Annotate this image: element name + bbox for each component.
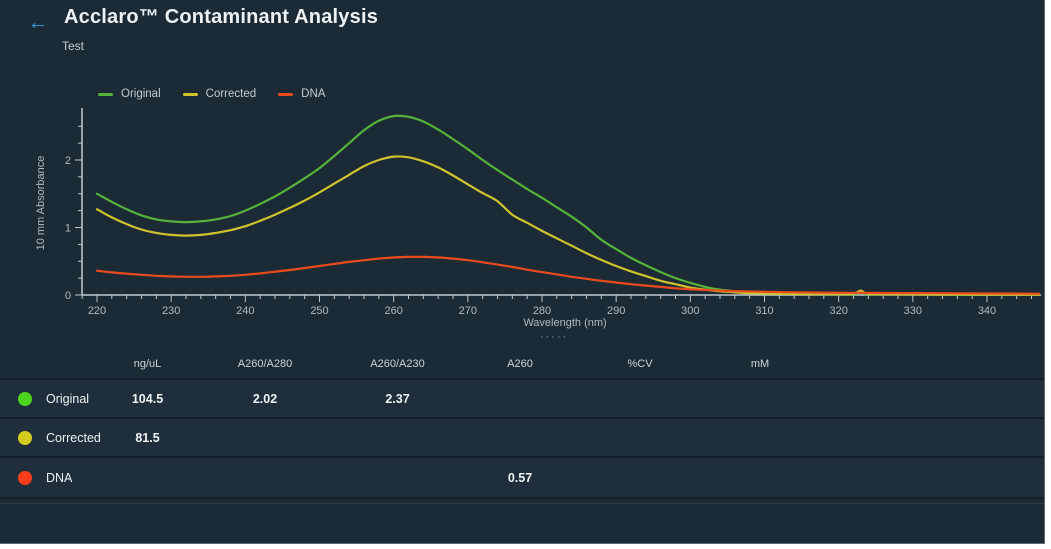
table-row-corrected[interactable]: Corrected 81.5: [0, 417, 1044, 456]
svg-text:280: 280: [533, 305, 551, 317]
absorbance-chart[interactable]: 220 230 240 250 260 270 280 290 300 310 320 330 340 0…: [0, 58, 1044, 350]
legend-swatch-icon: [182, 92, 198, 96]
svg-text:1: 1: [65, 223, 71, 235]
svg-text:320: 320: [829, 305, 847, 317]
y-axis-label: 10 mm Absorbance: [35, 156, 47, 251]
curve-corrected: [95, 155, 1040, 296]
legend-item-corrected: Corrected: [182, 88, 257, 100]
svg-text:290: 290: [607, 305, 625, 317]
legend-swatch-icon: [98, 92, 113, 96]
series-color-dot-icon: [18, 470, 32, 485]
chart-resize-handle-icon[interactable]: ·····: [539, 331, 569, 343]
table-row-original[interactable]: Original 104.5 2.02 2.37: [0, 378, 1044, 417]
legend-label: Original: [121, 88, 161, 100]
svg-text:0: 0: [65, 290, 71, 302]
column-header: mM: [750, 358, 770, 370]
svg-text:310: 310: [755, 305, 773, 317]
svg-text:230: 230: [162, 305, 180, 317]
column-header: A260/A230: [370, 358, 425, 370]
page-title: Acclaro™ Contaminant Analysis: [64, 6, 379, 28]
svg-text:2: 2: [65, 155, 71, 167]
value-cell: 2.02: [252, 391, 278, 406]
row-label: DNA: [46, 470, 73, 485]
column-header: ng/uL: [133, 358, 162, 370]
absorbance-chart-svg[interactable]: 220 230 240 250 260 270 280 290 300 310 320 330 340 0…: [0, 58, 1044, 350]
x-axis-label: Wavelength (nm): [523, 317, 606, 329]
value-cell: 0.57: [507, 470, 533, 485]
value-cell: 104.5: [131, 391, 164, 406]
table-row-dna[interactable]: DNA 0.57: [0, 456, 1044, 499]
svg-text:240: 240: [236, 305, 254, 317]
chart-legend: Original Corrected DNA: [98, 88, 325, 100]
row-label: Original: [46, 391, 90, 406]
legend-item-dna: DNA: [278, 88, 325, 100]
column-header: %CV: [627, 358, 653, 370]
table-body: Original 104.5 2.02 2.37 Corrected 81.5 DNA 0.5…: [0, 378, 1044, 499]
bottom-divider: [0, 503, 1044, 504]
column-header: A260/A280: [237, 358, 293, 370]
series-color-dot-icon: [18, 391, 32, 406]
legend-swatch-icon: [278, 92, 294, 96]
sample-name-label: Test: [62, 39, 85, 53]
svg-text:270: 270: [459, 305, 477, 317]
curve-dna: [95, 255, 1040, 295]
curve-original: [95, 114, 1040, 296]
svg-text:250: 250: [310, 305, 328, 317]
row-label: Corrected: [46, 430, 101, 445]
series-color-dot-icon: [18, 430, 32, 445]
column-header: A260: [507, 358, 533, 370]
legend-label: Corrected: [205, 88, 257, 100]
svg-text:330: 330: [904, 305, 922, 317]
svg-text:300: 300: [681, 305, 699, 317]
svg-text:220: 220: [88, 305, 106, 317]
legend-item-original: Original: [98, 88, 161, 100]
svg-text:260: 260: [384, 305, 402, 317]
back-arrow-icon[interactable]: ←: [24, 10, 52, 36]
value-cell: 81.5: [135, 430, 160, 445]
legend-label: DNA: [301, 88, 326, 100]
table-header-row: ng/uL A260/A280 A260/A230 A260 %CV mM: [0, 350, 1044, 378]
svg-text:340: 340: [978, 305, 996, 317]
results-table: ng/uL A260/A280 A260/A230 A260 %CV mM Origina…: [0, 350, 1044, 499]
value-cell: 2.37: [385, 391, 410, 406]
